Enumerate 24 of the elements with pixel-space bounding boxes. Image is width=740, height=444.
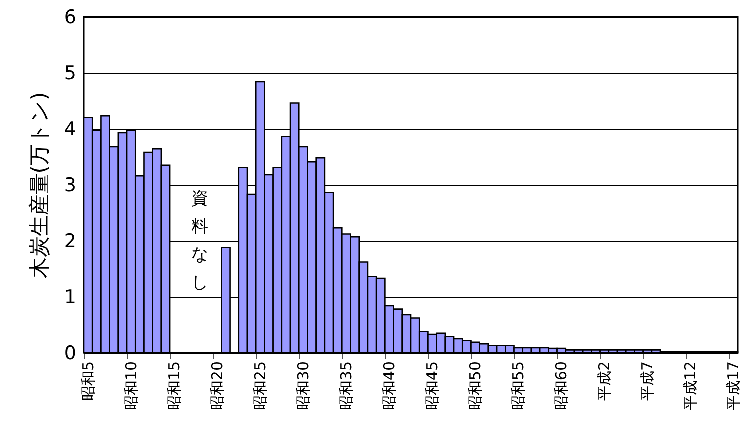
x-tick-label: 昭和50 bbox=[466, 362, 485, 411]
y-tick-label: 0 bbox=[64, 342, 76, 364]
x-tick-label: 昭和40 bbox=[380, 362, 398, 411]
y-tick-label: 3 bbox=[64, 174, 76, 196]
annotation: 資料なし bbox=[192, 189, 209, 293]
x-tick-label: 昭和15 bbox=[165, 362, 184, 411]
x-tick-label: 昭和60 bbox=[552, 362, 571, 411]
x-tick-label: 昭和10 bbox=[122, 362, 140, 411]
x-tick-label: 平成7 bbox=[638, 362, 657, 402]
x-tick-label: 平成2 bbox=[596, 362, 614, 402]
x-tick-label: 昭和30 bbox=[294, 362, 312, 411]
x-tick-label: 昭和35 bbox=[337, 362, 356, 411]
y-tick-label: 1 bbox=[64, 286, 76, 308]
x-tick-label: 昭和5 bbox=[79, 362, 98, 402]
x-tick-label: 昭和45 bbox=[424, 362, 442, 411]
x-tick-label: 昭和25 bbox=[251, 362, 270, 411]
x-tick-label: 平成12 bbox=[682, 362, 700, 411]
y-axis-title: 木炭生産量(万トン) bbox=[27, 92, 52, 279]
y-tick-label: 2 bbox=[64, 230, 76, 252]
y-tick-label: 5 bbox=[64, 62, 76, 84]
x-tick-label: 昭和55 bbox=[510, 362, 528, 411]
y-tick-label: 4 bbox=[64, 118, 76, 140]
x-tick-label: 昭和20 bbox=[208, 362, 226, 411]
y-tick-label: 6 bbox=[64, 6, 76, 28]
